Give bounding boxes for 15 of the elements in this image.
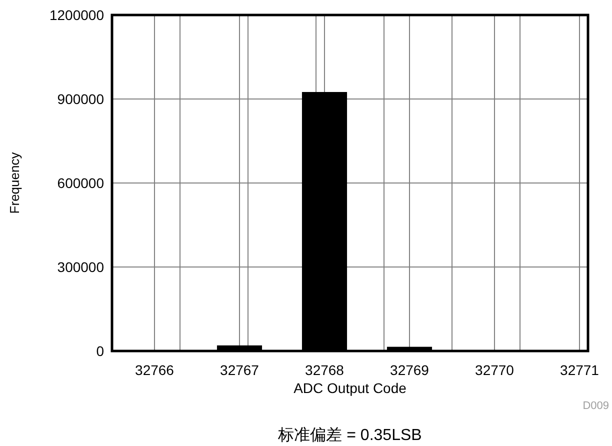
x-tick-label: 32766 (135, 362, 174, 378)
y-tick-label: 0 (96, 343, 104, 359)
y-tick-label: 300000 (57, 259, 104, 275)
text: 标准偏差 = 0.35LSB (277, 426, 422, 444)
x-axis-title: ADC Output Code (294, 380, 407, 396)
y-tick-label: 600000 (57, 175, 104, 191)
x-tick-label: 32768 (305, 362, 344, 378)
y-tick-label: 900000 (57, 91, 104, 107)
x-tick-label: 32767 (220, 362, 260, 378)
y-axis-title: Frequency (7, 152, 22, 214)
x-tick-label: 32769 (390, 362, 430, 378)
text: D009 (582, 400, 609, 412)
y-tick-label: 1200000 (49, 7, 104, 23)
x-tick-label: 32770 (475, 362, 514, 378)
x-tick-label: 32771 (560, 362, 600, 378)
